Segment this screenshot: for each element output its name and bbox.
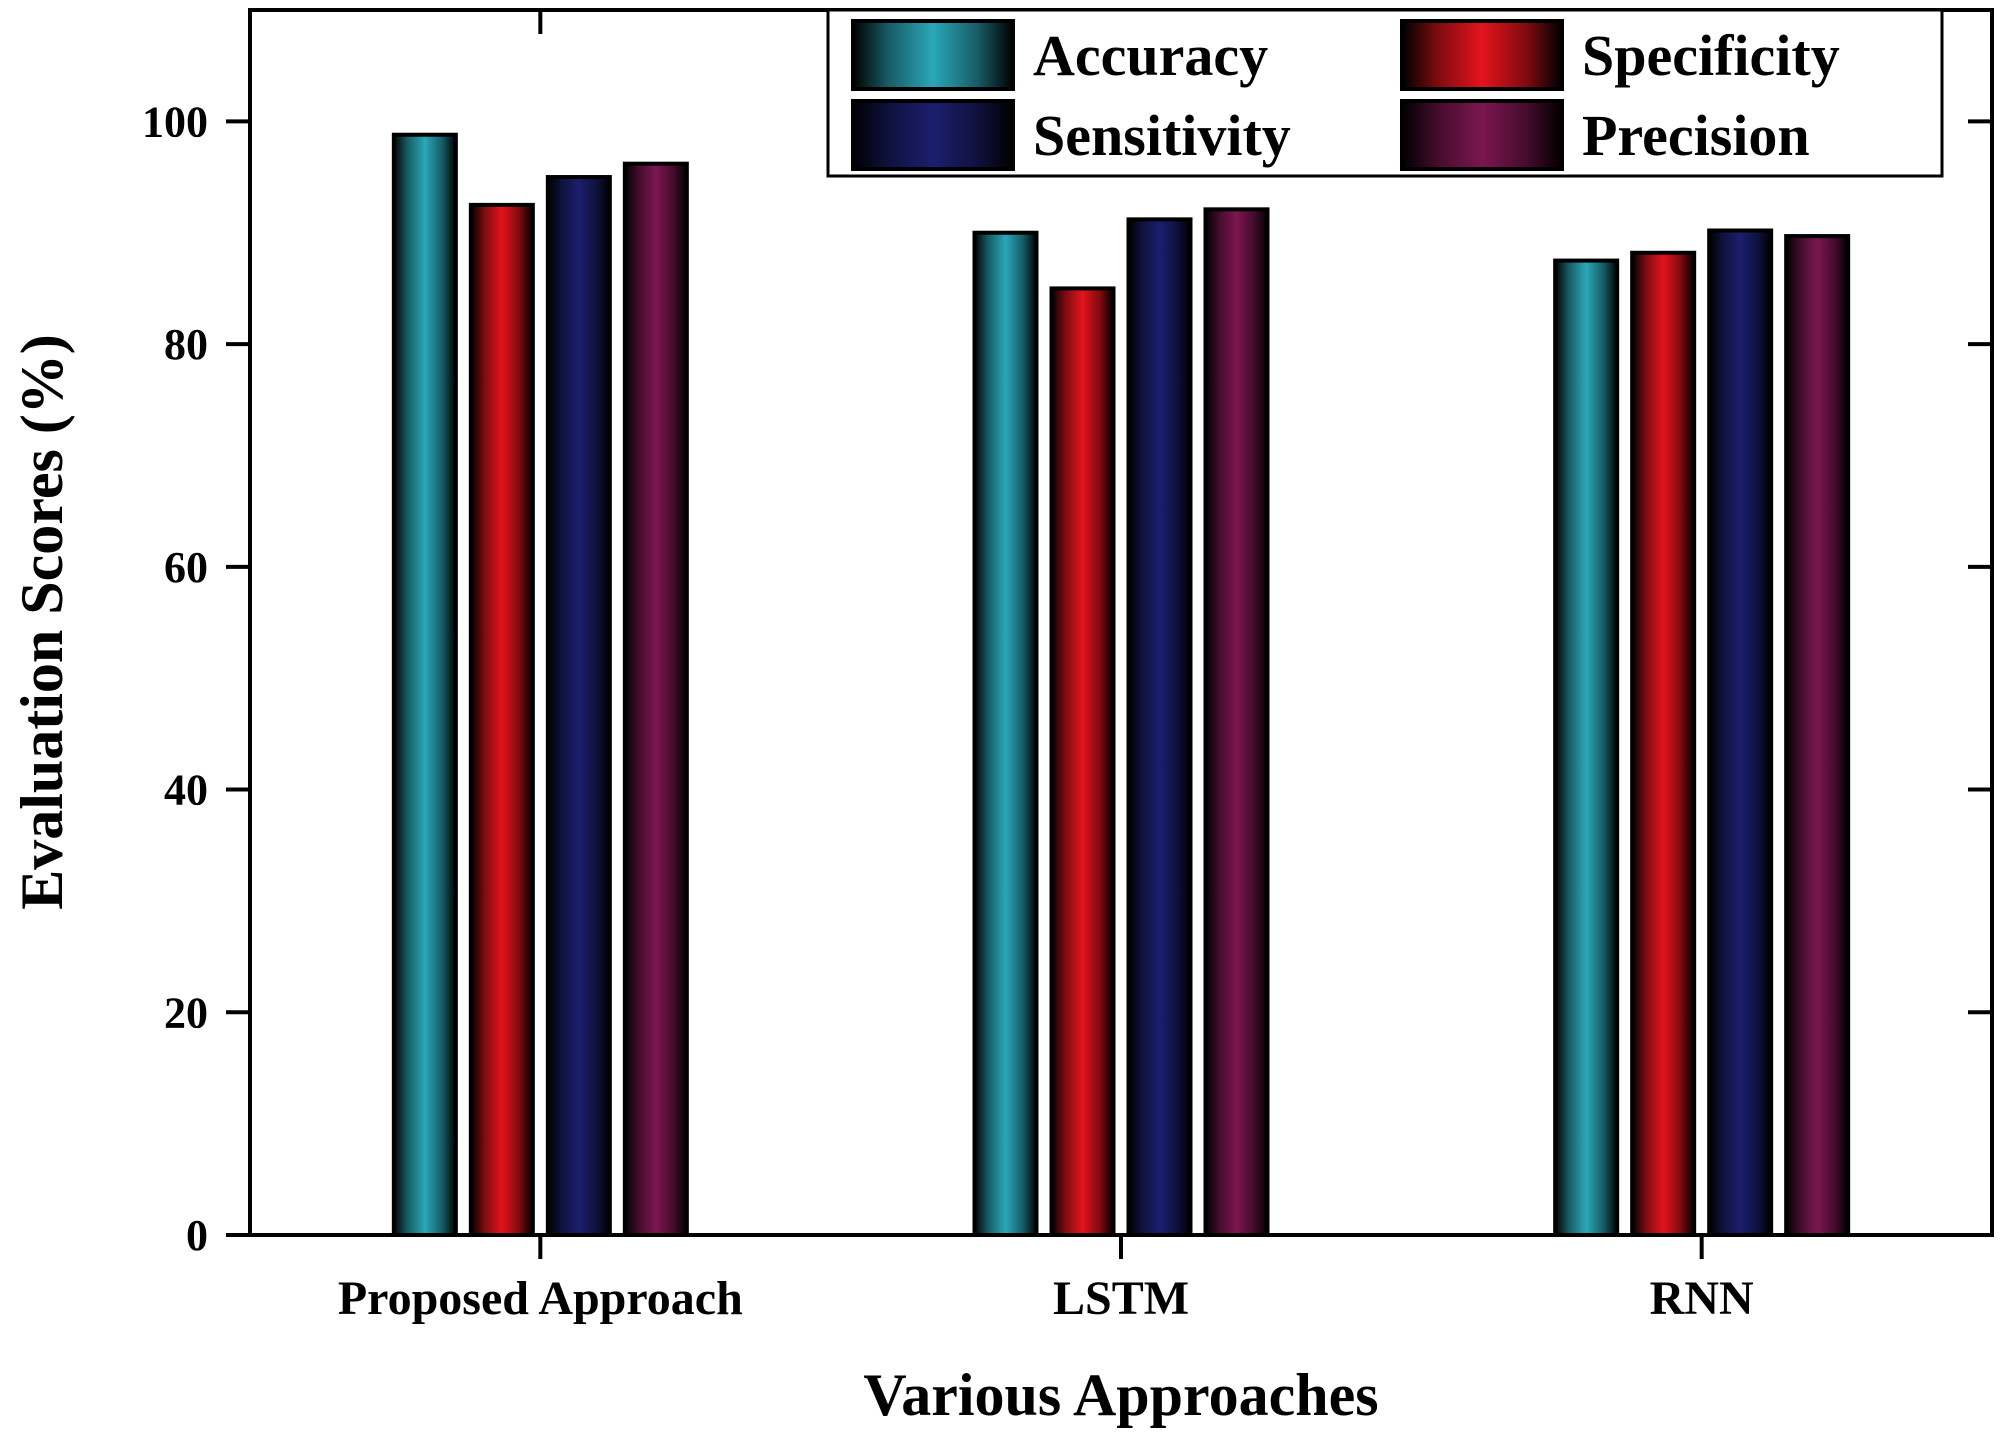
bar-accuracy-3 (1553, 258, 1620, 1237)
plot-area (248, 8, 1994, 1237)
bar-precision-2 (1203, 207, 1270, 1237)
legend-swatch-accuracy (851, 19, 1015, 91)
category-label: LSTM (1053, 1272, 1189, 1325)
bar-sensitivity-3 (1707, 228, 1774, 1237)
y-axis-title: Evaluation Scores (%) (9, 334, 75, 910)
y-tick-label: 40 (164, 766, 208, 815)
category-labels: Proposed Approach LSTM RNN (338, 1272, 1754, 1325)
bar-accuracy-2 (972, 230, 1039, 1237)
bar-specificity-1 (468, 202, 535, 1238)
y-tick-label: 60 (164, 543, 208, 592)
legend-swatch-specificity (1400, 19, 1564, 91)
y-tick-label: 100 (142, 97, 208, 146)
y-tick-label: 0 (186, 1211, 208, 1260)
legend-label-precision: Precision (1582, 103, 1810, 168)
bar-precision-1 (622, 161, 689, 1238)
bar-precision-3 (1784, 234, 1851, 1237)
legend-label-accuracy: Accuracy (1033, 23, 1268, 88)
category-label: RNN (1650, 1272, 1754, 1325)
bar-sensitivity-1 (545, 175, 612, 1238)
y-tick-label: 80 (164, 320, 208, 369)
bar-sensitivity-2 (1126, 217, 1193, 1237)
bar-specificity-3 (1630, 250, 1697, 1238)
legend-swatch-precision (1400, 99, 1564, 171)
bar-specificity-2 (1049, 286, 1116, 1237)
legend-label-specificity: Specificity (1582, 23, 1840, 88)
category-label: Proposed Approach (338, 1272, 743, 1325)
x-axis-title: Various Approaches (863, 1362, 1378, 1428)
legend: Accuracy Specificity Sensitivity Precision (826, 8, 1944, 178)
y-tick-label: 20 (164, 988, 208, 1037)
bars (391, 132, 1851, 1238)
legend-swatch-sensitivity (851, 99, 1015, 171)
bar-accuracy-1 (391, 132, 458, 1237)
legend-label-sensitivity: Sensitivity (1033, 103, 1291, 168)
